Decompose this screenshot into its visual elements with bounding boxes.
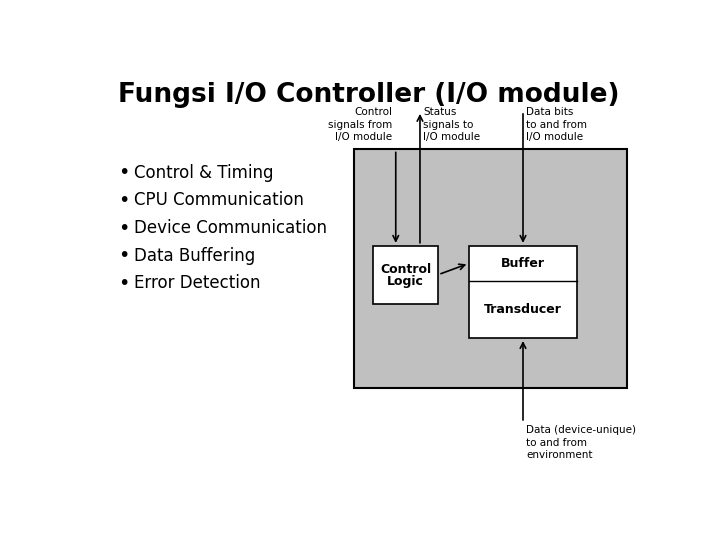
Text: Control
signals from
I/O module: Control signals from I/O module [328,107,392,142]
Text: Data Buffering: Data Buffering [134,247,256,265]
Text: Device Communication: Device Communication [134,219,327,237]
Text: Control: Control [380,263,431,276]
Bar [354,150,627,388]
Text: •: • [119,191,130,210]
Text: •: • [119,163,130,182]
Text: Data (device-unique)
to and from
environment: Data (device-unique) to and from environ… [526,425,636,460]
Text: Control & Timing: Control & Timing [134,164,274,181]
Text: Data bits
to and from
I/O module: Data bits to and from I/O module [526,107,587,142]
Text: Status
signals to
I/O module: Status signals to I/O module [423,107,480,142]
Text: Fungsi I/O Controller (I/O module): Fungsi I/O Controller (I/O module) [118,82,620,108]
Bar [373,246,438,303]
Text: CPU Communication: CPU Communication [134,191,304,210]
Bar [469,246,577,338]
Text: •: • [119,219,130,238]
Text: Logic: Logic [387,275,424,288]
Text: •: • [119,274,130,293]
Text: Transducer: Transducer [484,303,562,316]
Text: Buffer: Buffer [501,257,545,270]
Text: Error Detection: Error Detection [134,274,261,293]
Text: •: • [119,246,130,265]
